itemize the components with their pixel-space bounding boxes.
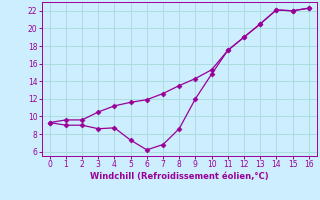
- X-axis label: Windchill (Refroidissement éolien,°C): Windchill (Refroidissement éolien,°C): [90, 172, 268, 181]
